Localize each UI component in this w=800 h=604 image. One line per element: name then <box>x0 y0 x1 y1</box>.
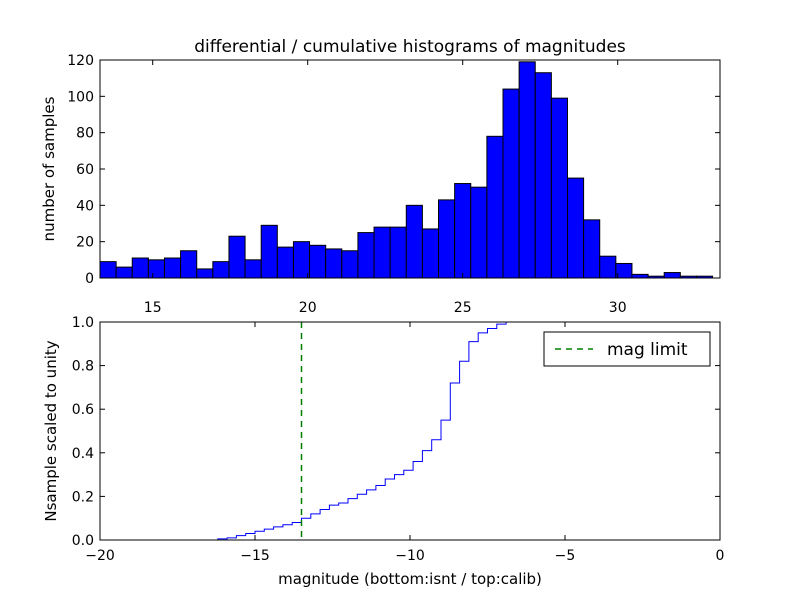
bottom-y-tick-label: 1.0 <box>72 315 94 331</box>
histogram-bar <box>196 268 214 279</box>
histogram-bar <box>389 226 407 279</box>
top-x-tick-label: 15 <box>144 300 162 316</box>
bottom-y-ticks: 0.0 0.2 0.4 0.6 0.8 1.0 <box>72 315 720 549</box>
top-x-ticks: 15 20 25 30 <box>144 60 627 316</box>
bottom-y-tick-label: 0.6 <box>72 402 94 418</box>
histogram-bar <box>180 250 198 279</box>
histogram-bar <box>550 97 568 279</box>
histogram-bar <box>631 273 649 279</box>
bottom-y-tick-label: 0.0 <box>72 533 94 549</box>
bottom-y-tick-label: 0.2 <box>72 489 94 505</box>
histogram-bar <box>244 259 262 279</box>
histogram-bar <box>518 61 536 279</box>
histogram-bar <box>260 224 278 279</box>
top-y-ticks: 0 20 40 60 80 100 120 <box>67 53 720 287</box>
top-x-tick-label: 20 <box>299 300 317 316</box>
cumulative-lines <box>100 321 721 541</box>
histogram-bar <box>276 246 294 279</box>
histogram-bar <box>599 255 617 279</box>
bottom-x-tick-label: −5 <box>555 548 576 564</box>
histogram-bar <box>566 177 585 279</box>
histogram-bar <box>470 186 488 279</box>
histogram-bar <box>663 272 681 279</box>
histogram-bar <box>357 232 375 279</box>
top-y-axis-label: number of samples <box>40 96 58 241</box>
histogram-bar <box>309 244 327 279</box>
bottom-y-tick-label: 0.4 <box>72 446 94 462</box>
histogram-bar <box>115 266 133 279</box>
histogram-bar <box>534 72 552 279</box>
histogram-bar <box>99 261 117 279</box>
top-y-tick-label: 80 <box>76 126 94 142</box>
histogram-bar <box>163 257 182 279</box>
top-y-tick-label: 120 <box>67 53 94 69</box>
bottom-x-tick-label: −10 <box>395 548 425 564</box>
histogram-bar <box>486 135 504 279</box>
top-y-tick-label: 20 <box>76 235 94 251</box>
cumulative-histogram: 0.0 0.2 0.4 0.6 0.8 1.0 −20 −15 −10 −5 0 magnitud… <box>42 315 724 588</box>
legend: mag limit <box>543 331 711 367</box>
top-y-tick-label: 0 <box>85 271 94 287</box>
cumulative-step-line <box>100 321 721 541</box>
histogram-bar <box>583 219 601 279</box>
bottom-y-tick-label: 0.8 <box>72 359 94 375</box>
histogram-bar <box>405 204 423 279</box>
histogram-bar <box>421 228 440 279</box>
legend-label-mag-limit: mag limit <box>607 340 688 360</box>
top-x-tick-label: 25 <box>454 300 472 316</box>
histogram-bar <box>373 226 391 279</box>
histogram-bar <box>615 262 633 279</box>
chart-title: differential / cumulative histograms of … <box>194 37 626 57</box>
bottom-x-tick-label: −15 <box>240 548 270 564</box>
histogram-bar <box>292 241 311 279</box>
histogram-bar <box>147 259 165 279</box>
top-y-tick-label: 60 <box>76 162 94 178</box>
histogram-bar <box>325 248 343 279</box>
bottom-x-tick-label: 0 <box>716 548 725 564</box>
bottom-x-ticks: −20 −15 −10 −5 0 <box>85 322 724 564</box>
top-x-tick-label: 30 <box>609 300 627 316</box>
top-y-tick-label: 40 <box>76 198 94 214</box>
differential-histogram: differential / cumulative histograms of … <box>40 37 721 316</box>
histogram-bar <box>502 88 520 279</box>
histogram-bar <box>438 199 456 279</box>
histogram-bar <box>212 261 230 279</box>
bottom-x-tick-label: −20 <box>85 548 115 564</box>
histogram-bar <box>341 250 359 279</box>
histogram-bar <box>454 183 472 279</box>
top-y-tick-label: 100 <box>67 89 94 105</box>
bottom-x-axis-label: magnitude (bottom:isnt / top:calib) <box>278 570 542 588</box>
bottom-y-axis-label: Nsample scaled to unity <box>42 340 60 521</box>
histogram-bar <box>228 235 246 279</box>
histogram-bar <box>131 257 149 279</box>
histogram-bars <box>99 61 714 279</box>
